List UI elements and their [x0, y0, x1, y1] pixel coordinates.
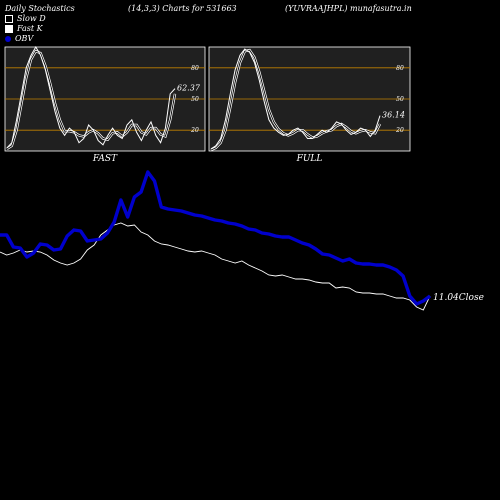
header-title: Daily Stochastics [5, 4, 75, 13]
slow-d-core [210, 49, 381, 151]
y-tick-label: 20 [395, 127, 404, 134]
legend-label: Fast K [17, 24, 43, 33]
close-line [0, 222, 431, 311]
close-value-label: 11.04Close [433, 293, 484, 303]
header-chart-params: (14,3,3) Charts for 531663 [128, 4, 237, 13]
full-stochastic-panel: 20 50 80 36.14 FULL [208, 46, 411, 164]
last-value-label: 36.14 [382, 111, 405, 120]
legend-swatch [5, 14, 13, 23]
y-tick-label: 50 [191, 96, 199, 103]
legend-swatch [5, 35, 11, 42]
legend-item-fast-k: Fast K [5, 24, 43, 33]
obv-close-panel: 11.04Close [0, 170, 484, 311]
y-tick-label: 50 [396, 96, 404, 103]
last-value-label: 62.37 [177, 84, 201, 93]
legend-swatch [5, 24, 13, 33]
header-source: (YUVRAAJHPL) munafasutra.in [285, 4, 412, 13]
fast-stochastic-panel: 20 50 80 62.37 FAST [4, 46, 206, 164]
y-tick-label: 80 [191, 65, 199, 72]
obv-line [0, 170, 432, 306]
fast-k-line [210, 48, 381, 150]
legend-item-slow-d: Slow D [5, 14, 46, 23]
panel-title: FAST [92, 154, 118, 164]
legend-label: Slow D [17, 14, 46, 23]
y-tick-label: 20 [190, 127, 199, 134]
y-tick-label: 80 [396, 65, 404, 72]
fast-k-line [6, 46, 176, 149]
legend-item-obv: OBV [5, 34, 33, 43]
legend-label: OBV [15, 34, 34, 43]
panel-title: FULL [296, 154, 323, 164]
slow-d-core [6, 50, 176, 150]
